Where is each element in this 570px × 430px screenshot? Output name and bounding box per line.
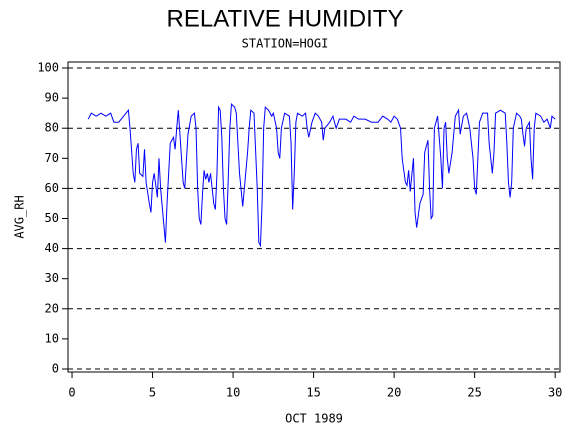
y-tick-label: 80 <box>45 121 59 135</box>
chart-title: RELATIVE HUMIDITY <box>167 5 404 32</box>
x-tick-label: 0 <box>68 386 75 400</box>
y-tick-label: 10 <box>45 331 59 345</box>
y-tick-label: 70 <box>45 151 59 165</box>
y-tick-label: 20 <box>45 301 59 315</box>
plot-frame <box>67 61 561 373</box>
y-tick-label: 60 <box>45 181 59 195</box>
chart-subtitle: STATION=HOGI <box>242 37 329 51</box>
y-tick-label: 50 <box>45 211 59 225</box>
x-tick-label: 20 <box>387 386 401 400</box>
x-tick-label: 10 <box>226 386 240 400</box>
data-line <box>87 103 556 248</box>
y-tick-label: 30 <box>45 271 59 285</box>
x-axis-label: OCT 1989 <box>285 412 343 426</box>
x-tick-label: 25 <box>467 386 481 400</box>
x-tick-label: 15 <box>306 386 320 400</box>
y-tick-label: 40 <box>45 241 59 255</box>
y-tick-label: 0 <box>52 361 59 375</box>
x-tick-label: 5 <box>149 386 156 400</box>
y-tick-label: 100 <box>37 61 59 75</box>
x-tick-label: 30 <box>548 386 562 400</box>
y-tick-label: 90 <box>45 91 59 105</box>
y-axis-label: AVG_RH <box>13 195 27 238</box>
